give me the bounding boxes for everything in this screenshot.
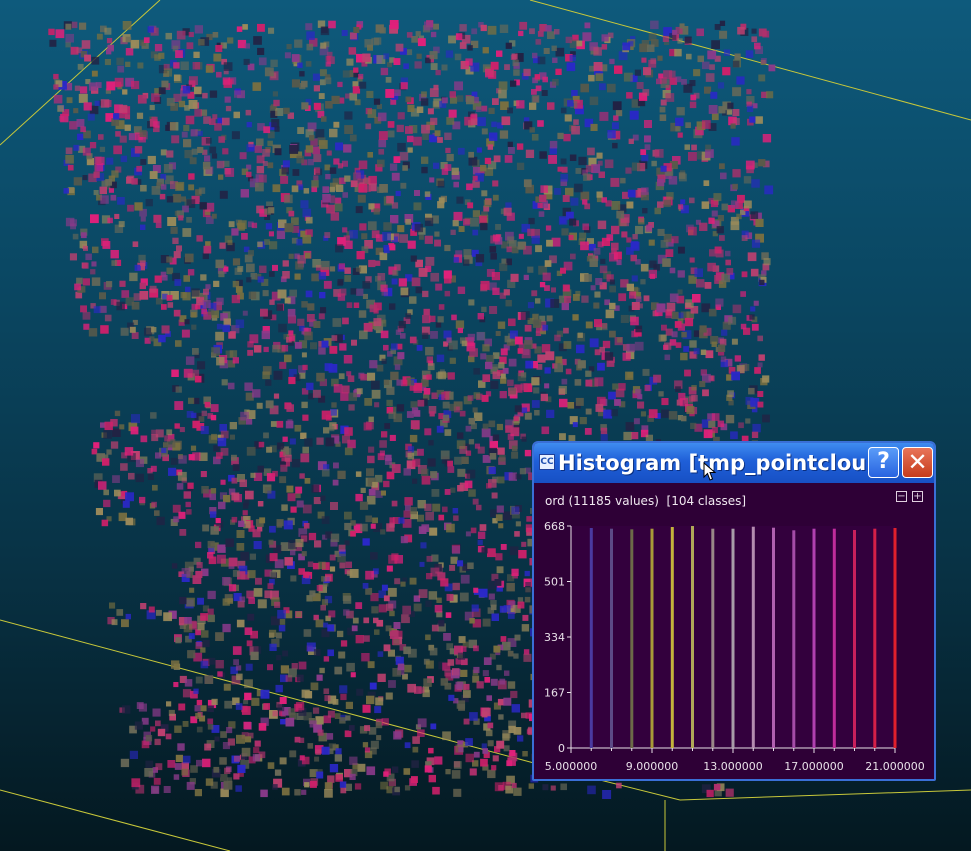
title-bar[interactable]: CC Histogram [tmp_pointclou... ? ✕ — [534, 443, 934, 483]
x-tick-label: 17.000000 — [784, 760, 844, 773]
histogram-bar — [731, 528, 735, 748]
y-tick-label: 501 — [544, 576, 565, 589]
x-tick-label: 5.000000 — [545, 760, 598, 773]
help-button[interactable]: ? — [868, 447, 899, 478]
point-cloud — [48, 20, 776, 799]
histogram-bar — [670, 527, 674, 748]
histogram-bar — [589, 528, 593, 748]
bounding-box-line — [529, 0, 971, 121]
y-tick-label: 334 — [544, 631, 565, 644]
histogram-bar — [691, 526, 694, 748]
histogram-bar — [610, 528, 613, 748]
mouse-cursor-icon — [703, 462, 717, 481]
collapse-icon[interactable]: − — [896, 491, 907, 502]
bounding-box-line — [0, 0, 161, 146]
histogram-bar — [650, 528, 654, 748]
bounding-box-line — [0, 789, 231, 851]
x-tick-label: 13.000000 — [703, 760, 763, 773]
y-tick-label: 0 — [558, 742, 565, 755]
histogram-bar — [853, 530, 856, 748]
close-button[interactable]: ✕ — [902, 447, 933, 478]
y-tick-label: 668 — [544, 520, 565, 533]
window-title: Histogram [tmp_pointclou... — [558, 451, 872, 475]
histogram-window[interactable]: CC Histogram [tmp_pointclou... ? ✕ ord (… — [532, 441, 936, 781]
app-icon: CC — [539, 454, 555, 470]
histogram-info: ord (11185 values) [104 classes] — [545, 494, 747, 508]
x-tick-label: 21.000000 — [865, 760, 925, 773]
bounding-box-line — [679, 789, 971, 801]
y-tick-label: 167 — [544, 687, 565, 700]
histogram-bar — [812, 528, 816, 748]
histogram-bar — [792, 530, 796, 748]
histogram-chart: 0 167 334 501 668 5.000000 9.000000 13.000000 17… — [544, 520, 925, 773]
histogram-bar — [751, 526, 755, 748]
histogram-bar — [832, 528, 836, 748]
expand-icon[interactable]: + — [912, 491, 923, 502]
x-tick-label: 9.000000 — [626, 760, 679, 773]
histogram-bar — [711, 528, 715, 748]
histogram-bar — [873, 528, 877, 748]
histogram-bar — [630, 529, 634, 748]
histogram-bar — [893, 528, 897, 748]
histogram-bar — [772, 527, 775, 748]
